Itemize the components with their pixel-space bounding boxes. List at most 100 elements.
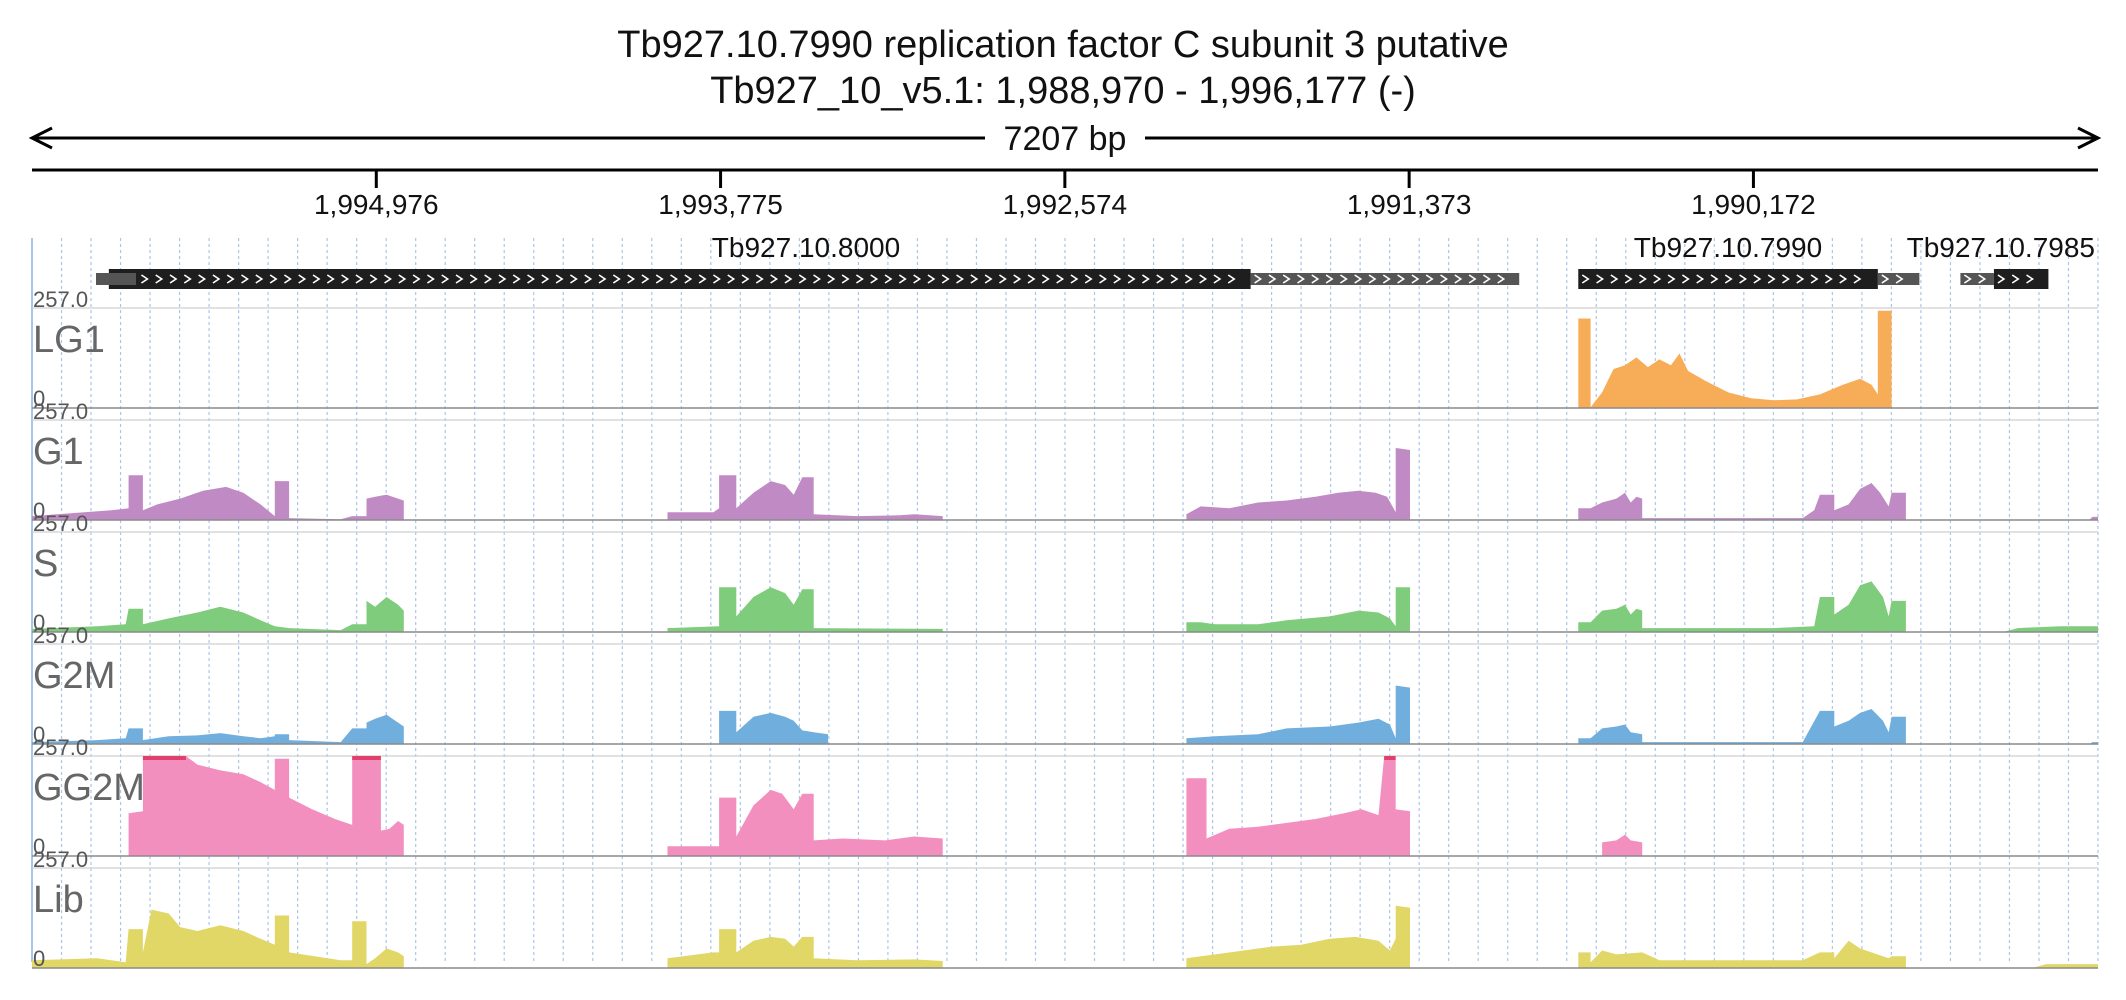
gene-label: Tb927.10.7990 — [1634, 232, 1822, 263]
x-axis: 1,994,976 1,993,775 1,992,574 1,991,373 1,99… — [32, 168, 2098, 220]
series-label: G2M — [33, 655, 115, 697]
strand-chevron — [1767, 274, 1776, 284]
gene-utr — [1877, 273, 1920, 285]
strand-chevron — [598, 274, 607, 284]
strand-chevron — [755, 274, 764, 284]
gene-cds — [1993, 269, 2049, 289]
span-label: 7207 bp — [1004, 120, 1127, 158]
y-min-label: 0 — [33, 386, 45, 411]
strand-chevron — [1824, 274, 1833, 284]
strand-chevron — [1041, 274, 1050, 284]
strand-chevron — [1454, 274, 1463, 284]
strand-chevron — [1667, 274, 1676, 284]
series-label: Lib — [33, 879, 84, 921]
strand-chevron — [455, 274, 464, 284]
series-label: S — [33, 543, 58, 585]
strand-chevron — [1963, 274, 1972, 284]
strand-chevron — [155, 274, 164, 284]
strand-chevron — [1681, 274, 1690, 284]
strand-chevron — [512, 274, 521, 284]
strand-chevron — [169, 274, 178, 284]
strand-chevron — [298, 274, 307, 284]
strand-chevron — [798, 274, 807, 284]
gene-utr — [1960, 273, 1994, 285]
strand-chevron — [813, 274, 821, 284]
x-tick-label: 1,993,775 — [658, 189, 783, 220]
x-tick-label: 1,990,172 — [1691, 189, 1816, 220]
series-label: G1 — [33, 431, 84, 473]
strand-chevron — [898, 274, 907, 284]
strand-chevron — [1440, 274, 1448, 284]
x-tick-label: 1,991,373 — [1347, 189, 1472, 220]
gene-cds — [108, 269, 1251, 289]
strand-chevron — [569, 274, 578, 284]
strand-chevron — [641, 274, 650, 284]
series-label: LG1 — [33, 319, 105, 361]
coverage-area-g2m — [32, 685, 2098, 744]
span-indicator: 7207 bp — [28, 118, 2102, 158]
strand-chevron — [1056, 274, 1065, 284]
strand-chevron — [870, 274, 879, 284]
strand-chevron — [1184, 274, 1193, 284]
y-min-label: 0 — [33, 722, 45, 747]
strand-chevron — [970, 274, 979, 284]
strand-chevron — [827, 274, 836, 284]
strand-chevron — [412, 274, 421, 284]
strand-chevron — [670, 274, 678, 284]
gene-label: Tb927.10.8000 — [712, 232, 900, 263]
strand-chevron — [1368, 274, 1377, 284]
strand-chevron — [1739, 274, 1748, 284]
y-max-label: 257.0 — [33, 847, 88, 872]
strand-chevron — [841, 274, 850, 284]
track-lg1: 257.0 LG1 0 — [32, 287, 2098, 411]
strand-chevron — [1724, 274, 1733, 284]
strand-chevron — [1099, 274, 1107, 284]
strand-chevron — [1753, 274, 1762, 284]
strand-chevron — [140, 274, 149, 284]
strand-chevron — [384, 274, 392, 284]
strand-chevron — [1170, 274, 1179, 284]
track-g1: 257.0 G1 0 — [32, 399, 2098, 523]
strand-chevron — [1839, 274, 1848, 284]
strand-chevron — [1354, 274, 1363, 284]
strand-chevron — [1810, 274, 1819, 284]
chart-subtitle: Tb927_10_v5.1: 1,988,970 - 1,996,177 (-) — [710, 70, 1416, 112]
strand-chevron — [1696, 274, 1705, 284]
strand-chevron — [2026, 274, 2034, 284]
strand-chevron — [1339, 274, 1348, 284]
strand-chevron — [283, 274, 292, 284]
strand-chevron — [1881, 274, 1890, 284]
gene-track: Tb927.10.8000 Tb927.10.7990 Tb927.10.7985 — [96, 232, 2095, 289]
strand-chevron — [927, 274, 936, 284]
strand-chevron — [1127, 274, 1136, 284]
gene-utr — [1250, 273, 1520, 285]
strand-chevron — [655, 274, 664, 284]
strand-chevron — [1425, 274, 1434, 284]
strand-chevron — [913, 274, 922, 284]
y-max-label: 257.0 — [33, 511, 88, 536]
strand-chevron — [484, 274, 493, 284]
strand-chevron — [1199, 274, 1208, 284]
strand-chevron — [1282, 274, 1291, 284]
strand-chevron — [241, 274, 249, 284]
strand-chevron — [1639, 274, 1647, 284]
strand-chevron — [741, 274, 750, 284]
span-arrow-left — [28, 126, 53, 150]
strand-chevron — [1710, 274, 1719, 284]
strand-chevron — [212, 274, 221, 284]
strand-chevron — [198, 274, 207, 284]
strand-chevron — [255, 274, 264, 284]
strand-chevron — [2011, 274, 2020, 284]
strand-chevron — [1482, 274, 1491, 284]
strand-chevron — [555, 274, 564, 284]
strand-chevron — [1782, 274, 1790, 284]
strand-chevron — [1325, 274, 1334, 284]
gene-utr — [96, 273, 136, 285]
track-gg2m: 257.0 GG2M 0 — [32, 735, 2098, 859]
strand-chevron — [1596, 274, 1605, 284]
strand-chevron — [712, 274, 721, 284]
clipped-marker — [142, 756, 186, 760]
clipped-marker — [1384, 756, 1396, 760]
strand-chevron — [541, 274, 550, 284]
